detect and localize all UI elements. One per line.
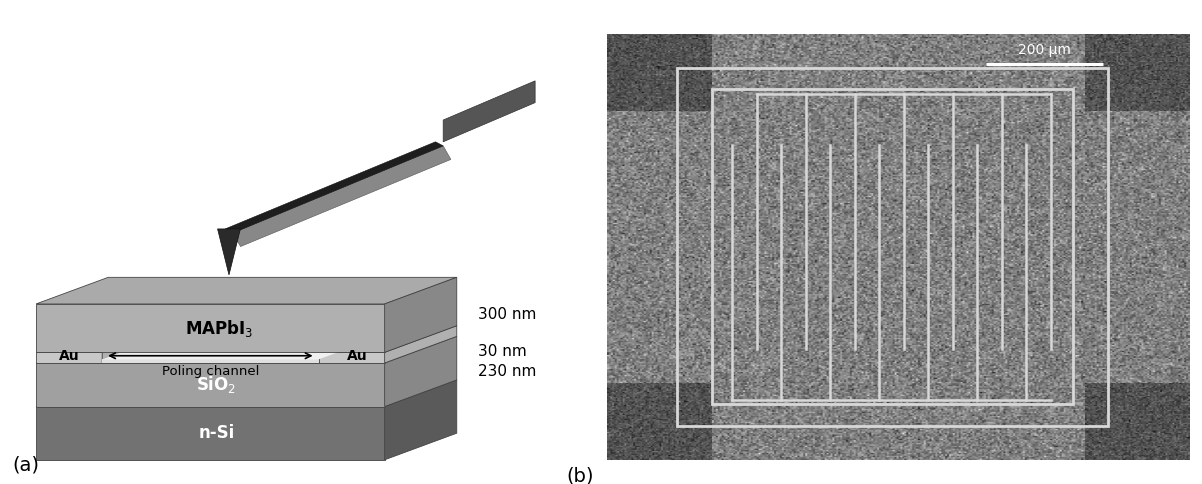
Polygon shape bbox=[385, 380, 457, 460]
Polygon shape bbox=[319, 352, 385, 363]
Bar bbox=[712, 89, 1073, 405]
Polygon shape bbox=[36, 380, 457, 407]
Polygon shape bbox=[385, 277, 457, 352]
Polygon shape bbox=[36, 336, 457, 363]
Text: Poling channel: Poling channel bbox=[161, 365, 260, 378]
Text: SiO$_2$: SiO$_2$ bbox=[196, 374, 237, 395]
Text: 230 nm: 230 nm bbox=[477, 364, 536, 379]
Polygon shape bbox=[36, 304, 385, 352]
Polygon shape bbox=[102, 333, 391, 360]
Bar bbox=[677, 68, 1108, 426]
Polygon shape bbox=[385, 326, 457, 363]
Polygon shape bbox=[385, 336, 457, 407]
Polygon shape bbox=[36, 277, 457, 304]
Text: MAPbI$_3$: MAPbI$_3$ bbox=[185, 318, 254, 339]
Polygon shape bbox=[36, 407, 385, 460]
Text: 200 μm: 200 μm bbox=[1018, 43, 1071, 57]
Polygon shape bbox=[444, 81, 535, 142]
Text: (a): (a) bbox=[12, 455, 38, 474]
Text: Au: Au bbox=[59, 349, 79, 363]
Polygon shape bbox=[225, 142, 444, 233]
Text: 300 nm: 300 nm bbox=[477, 307, 536, 322]
Polygon shape bbox=[102, 326, 174, 363]
Polygon shape bbox=[36, 326, 174, 352]
Polygon shape bbox=[36, 352, 102, 363]
Polygon shape bbox=[102, 360, 319, 363]
Text: (b): (b) bbox=[566, 467, 594, 484]
Text: n-Si: n-Si bbox=[198, 424, 234, 442]
Polygon shape bbox=[218, 229, 240, 275]
Polygon shape bbox=[233, 146, 451, 246]
Polygon shape bbox=[36, 363, 385, 407]
Text: Au: Au bbox=[347, 349, 368, 363]
Polygon shape bbox=[319, 326, 457, 352]
Text: 30 nm: 30 nm bbox=[477, 344, 526, 359]
